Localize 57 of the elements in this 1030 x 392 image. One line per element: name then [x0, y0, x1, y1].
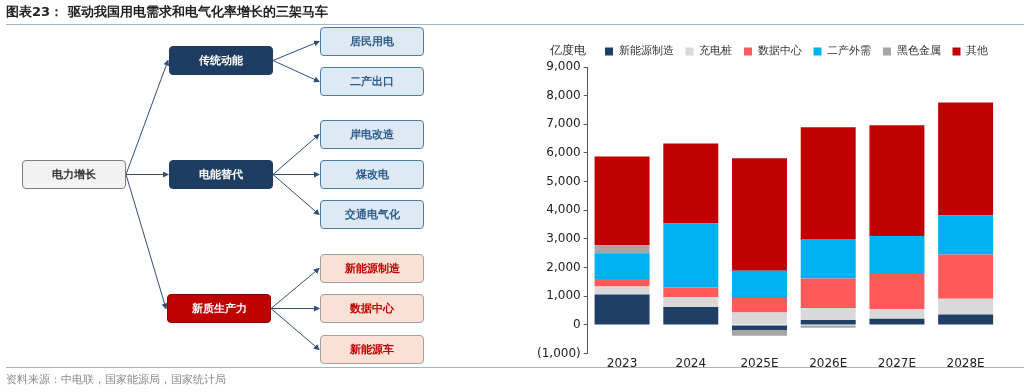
- bar: [663, 306, 719, 325]
- bar: [938, 254, 994, 299]
- bar: [869, 309, 925, 319]
- text: 资料来源：中电联，国家能源局，国家统计局: [6, 373, 226, 386]
- legend-label: 数据中心: [757, 44, 802, 58]
- bar: [732, 270, 787, 298]
- y-tick-label: 7,000: [546, 116, 581, 131]
- bar: [800, 325, 856, 328]
- x-tick-label: 2028E: [946, 355, 985, 370]
- legend-label: 其他: [966, 44, 988, 58]
- x-tick-label: 2025E: [740, 355, 779, 370]
- bar: [594, 279, 650, 287]
- bar: [869, 236, 925, 274]
- bar: [732, 158, 787, 271]
- bar: [800, 308, 856, 321]
- bar: [938, 102, 994, 216]
- bar: [594, 294, 650, 325]
- bar: [594, 245, 650, 254]
- bar: [732, 298, 787, 313]
- bar: [869, 273, 925, 310]
- bar: [594, 156, 650, 246]
- legend-label: 新能源制造: [618, 44, 674, 58]
- x-tick-label: 2023: [606, 355, 638, 370]
- x-tick-label: 2026E: [809, 355, 848, 370]
- bar: [732, 325, 787, 331]
- y-tick-label: 5,000: [546, 173, 581, 188]
- bar: [800, 278, 856, 309]
- bar: [800, 320, 856, 325]
- y-tick-label: 2,000: [546, 259, 581, 274]
- bar: [663, 297, 719, 307]
- x-tick-label: 2027E: [877, 355, 916, 370]
- x-tick-label: 2024: [675, 355, 707, 370]
- bar: [732, 330, 787, 336]
- y-tick-label: 0: [573, 317, 581, 332]
- y-tick-label: (1,000): [537, 345, 581, 360]
- legend-label: 二产外需: [827, 44, 871, 58]
- bar: [869, 125, 925, 237]
- bar: [938, 314, 994, 325]
- legend-label: 充电桩: [699, 44, 732, 58]
- y-tick-label: 1,000: [546, 288, 581, 303]
- bar: [938, 298, 994, 315]
- bar: [800, 127, 856, 239]
- bar: [663, 223, 719, 288]
- y-tick-label: 9,000: [546, 59, 581, 74]
- bar: [663, 287, 719, 298]
- y-tick-label: 3,000: [546, 231, 581, 246]
- bar: [732, 312, 787, 325]
- y-tick-label: 4,000: [546, 202, 581, 217]
- bar: [938, 215, 994, 255]
- y-axis-title: 亿度电: [550, 42, 586, 59]
- bar: [800, 238, 856, 279]
- bar: [594, 253, 650, 280]
- y-tick-label: 8,000: [546, 87, 581, 102]
- legend-label: 黑色金属: [896, 44, 941, 58]
- bar: [663, 143, 719, 224]
- bar: [594, 286, 650, 295]
- y-tick-label: 6,000: [546, 145, 581, 160]
